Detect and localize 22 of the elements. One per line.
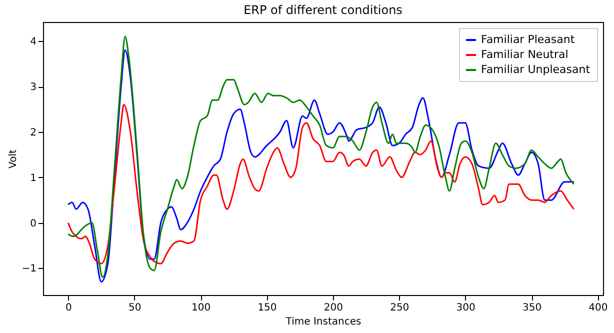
- y-tick-label: 2: [30, 127, 36, 138]
- x-tick-label: 300: [456, 302, 476, 314]
- y-tick-label: 1: [30, 172, 36, 184]
- legend-label: Familiar Pleasant: [481, 33, 576, 46]
- y-tick-label: 3: [30, 82, 36, 93]
- x-tick-label: 100: [191, 302, 211, 314]
- x-tick-label: 400: [588, 302, 608, 314]
- legend-label: Familiar Neutral: [481, 48, 568, 61]
- x-tick-label: 0: [65, 302, 72, 314]
- y-tick-label: 0: [30, 218, 36, 230]
- x-tick-label: 200: [324, 302, 343, 314]
- y-axis-title: Volt: [8, 149, 19, 168]
- y-tick-label: 4: [30, 36, 36, 48]
- x-tick-label: 250: [390, 302, 410, 314]
- y-tick-label: −1: [22, 264, 36, 275]
- x-tick-label: 50: [128, 302, 142, 314]
- line-series: [67, 104, 575, 264]
- x-axis-title: Time Instances: [284, 316, 362, 328]
- x-tick-label: 150: [258, 302, 277, 314]
- chart-title: ERP of different conditions: [244, 3, 402, 17]
- x-tick-label: 350: [522, 302, 542, 314]
- legend-label: Familiar Unpleasant: [481, 63, 591, 76]
